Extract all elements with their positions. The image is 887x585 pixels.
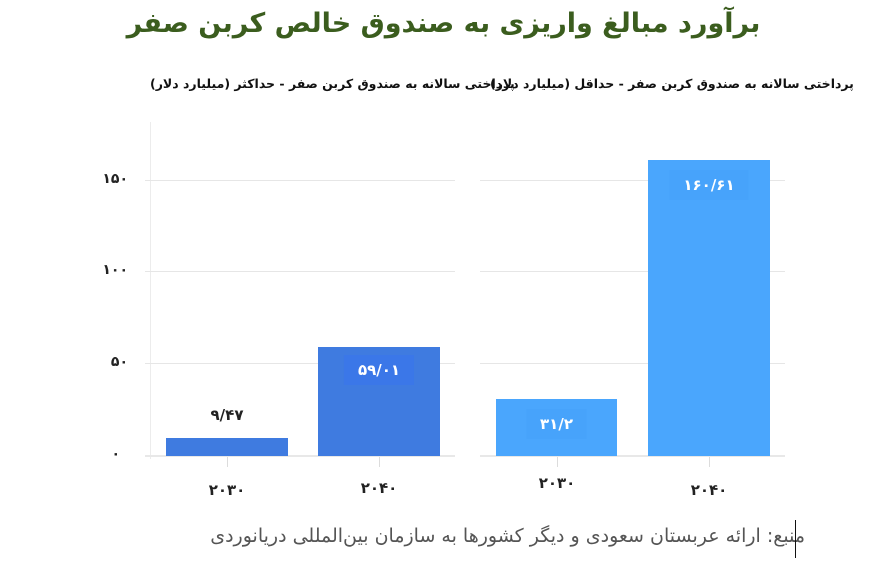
bar-max-2040[interactable]: ۵۹/۰۱ <box>318 347 440 456</box>
gridline-150 <box>145 180 455 181</box>
chart-title: برآورد مبالغ واریزی به صندوق خالص کربن ص… <box>126 8 761 39</box>
x-tick-mark <box>227 457 228 467</box>
y-tick-0: ۰ <box>111 446 120 462</box>
text-cursor <box>795 520 796 558</box>
x-label-2040: ۲۰۴۰ <box>360 479 398 497</box>
x-tick-mark <box>379 457 380 467</box>
y-tick-50: ۵۰ <box>110 354 128 370</box>
bar-min-2040[interactable]: ۱۶۰/۶۱ <box>648 160 770 456</box>
source-note: منبع: ارائه عربستان سعودی و دیگر کشورها … <box>210 525 805 547</box>
bar-value-label: ۹/۴۷ <box>210 406 244 424</box>
gridline-150 <box>480 180 785 181</box>
y-axis-line <box>150 122 151 459</box>
gridline-50 <box>480 363 785 364</box>
x-label-2040: ۲۰۴۰ <box>690 481 728 499</box>
y-tick-100: ۱۰۰ <box>102 262 128 278</box>
x-tick-mark <box>557 457 558 467</box>
bar-value-label: ۱۶۰/۶۱ <box>669 170 749 200</box>
gridline-100 <box>145 271 455 272</box>
gridline-100 <box>480 271 785 272</box>
x-label-2030: ۲۰۳۰ <box>538 474 576 492</box>
bar-value-label: ۵۹/۰۱ <box>343 355 415 385</box>
bar-value-label: ۳۱/۲ <box>526 409 587 439</box>
panel-min-subtitle: پرداختی سالانه به صندوق کربن صفر - حداقل… <box>490 76 854 91</box>
x-axis-line <box>145 455 455 457</box>
bar-max-2030[interactable]: ۹/۴۷ <box>166 406 288 456</box>
y-tick-150: ۱۵۰ <box>102 171 128 187</box>
panel-max-subtitle: پرداختی سالانه به صندوق کربن صفر - حداکث… <box>150 76 515 91</box>
x-tick-mark <box>709 457 710 467</box>
x-label-2030: ۲۰۳۰ <box>208 481 246 499</box>
bar-min-2030[interactable]: ۳۱/۲ <box>496 399 617 456</box>
gridline-50 <box>145 363 455 364</box>
x-axis-line <box>480 455 785 457</box>
